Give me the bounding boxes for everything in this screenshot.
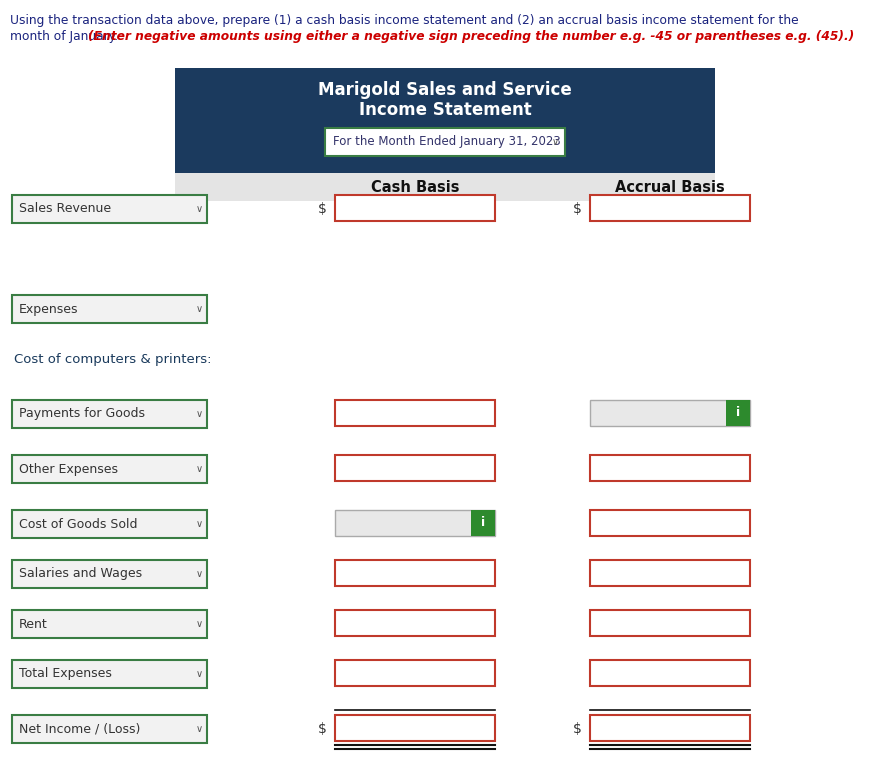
FancyBboxPatch shape: [335, 510, 495, 536]
Text: Using the transaction data above, prepare (1) a cash basis income statement and : Using the transaction data above, prepar…: [10, 14, 798, 27]
Text: Net Income / (Loss): Net Income / (Loss): [19, 722, 141, 736]
FancyBboxPatch shape: [590, 455, 750, 481]
Text: Accrual Basis: Accrual Basis: [615, 180, 724, 194]
Text: $: $: [573, 202, 582, 216]
FancyBboxPatch shape: [335, 610, 495, 636]
Text: Sales Revenue: Sales Revenue: [19, 203, 111, 216]
FancyBboxPatch shape: [12, 455, 207, 483]
FancyBboxPatch shape: [325, 128, 565, 156]
Text: Marigold Sales and Service: Marigold Sales and Service: [318, 81, 572, 99]
Text: ∨: ∨: [196, 619, 203, 629]
Text: ∨: ∨: [196, 304, 203, 314]
FancyBboxPatch shape: [726, 400, 750, 426]
Text: Cost of Goods Sold: Cost of Goods Sold: [19, 517, 137, 530]
FancyBboxPatch shape: [12, 610, 207, 638]
Text: month of January.: month of January.: [10, 30, 122, 43]
Text: Cost of computers & printers:: Cost of computers & printers:: [14, 352, 212, 365]
Text: $: $: [318, 202, 327, 216]
Text: ∨: ∨: [196, 204, 203, 214]
Text: Payments for Goods: Payments for Goods: [19, 408, 145, 420]
Text: Salaries and Wages: Salaries and Wages: [19, 567, 142, 581]
Text: Expenses: Expenses: [19, 302, 78, 315]
Text: ∨: ∨: [196, 519, 203, 529]
FancyBboxPatch shape: [335, 195, 495, 221]
Text: Total Expenses: Total Expenses: [19, 668, 112, 681]
FancyBboxPatch shape: [175, 68, 715, 173]
Text: ∨: ∨: [196, 464, 203, 474]
FancyBboxPatch shape: [12, 400, 207, 428]
Text: $: $: [573, 722, 582, 736]
Text: For the Month Ended January 31, 2023: For the Month Ended January 31, 2023: [333, 136, 561, 149]
Text: ∨: ∨: [552, 137, 559, 147]
FancyBboxPatch shape: [335, 560, 495, 586]
Text: ∨: ∨: [196, 569, 203, 579]
FancyBboxPatch shape: [471, 510, 495, 536]
Text: (Enter negative amounts using either a negative sign preceding the number e.g. -: (Enter negative amounts using either a n…: [88, 30, 854, 43]
FancyBboxPatch shape: [12, 510, 207, 538]
FancyBboxPatch shape: [590, 715, 750, 741]
FancyBboxPatch shape: [590, 560, 750, 586]
FancyBboxPatch shape: [590, 400, 750, 426]
FancyBboxPatch shape: [12, 660, 207, 688]
FancyBboxPatch shape: [590, 660, 750, 686]
Text: Cash Basis: Cash Basis: [371, 180, 459, 194]
Text: ∨: ∨: [196, 669, 203, 679]
FancyBboxPatch shape: [335, 455, 495, 481]
Text: i: i: [736, 406, 740, 419]
Text: $: $: [318, 722, 327, 736]
Text: i: i: [481, 517, 485, 530]
Text: Rent: Rent: [19, 618, 48, 631]
FancyBboxPatch shape: [175, 173, 715, 201]
Text: Income Statement: Income Statement: [359, 101, 531, 119]
FancyBboxPatch shape: [12, 195, 207, 223]
FancyBboxPatch shape: [335, 400, 495, 426]
Text: ∨: ∨: [196, 409, 203, 419]
FancyBboxPatch shape: [335, 660, 495, 686]
FancyBboxPatch shape: [590, 610, 750, 636]
Text: ∨: ∨: [196, 724, 203, 734]
FancyBboxPatch shape: [12, 715, 207, 743]
Text: Other Expenses: Other Expenses: [19, 463, 118, 476]
FancyBboxPatch shape: [590, 510, 750, 536]
FancyBboxPatch shape: [12, 560, 207, 588]
FancyBboxPatch shape: [335, 715, 495, 741]
FancyBboxPatch shape: [590, 195, 750, 221]
FancyBboxPatch shape: [12, 295, 207, 323]
